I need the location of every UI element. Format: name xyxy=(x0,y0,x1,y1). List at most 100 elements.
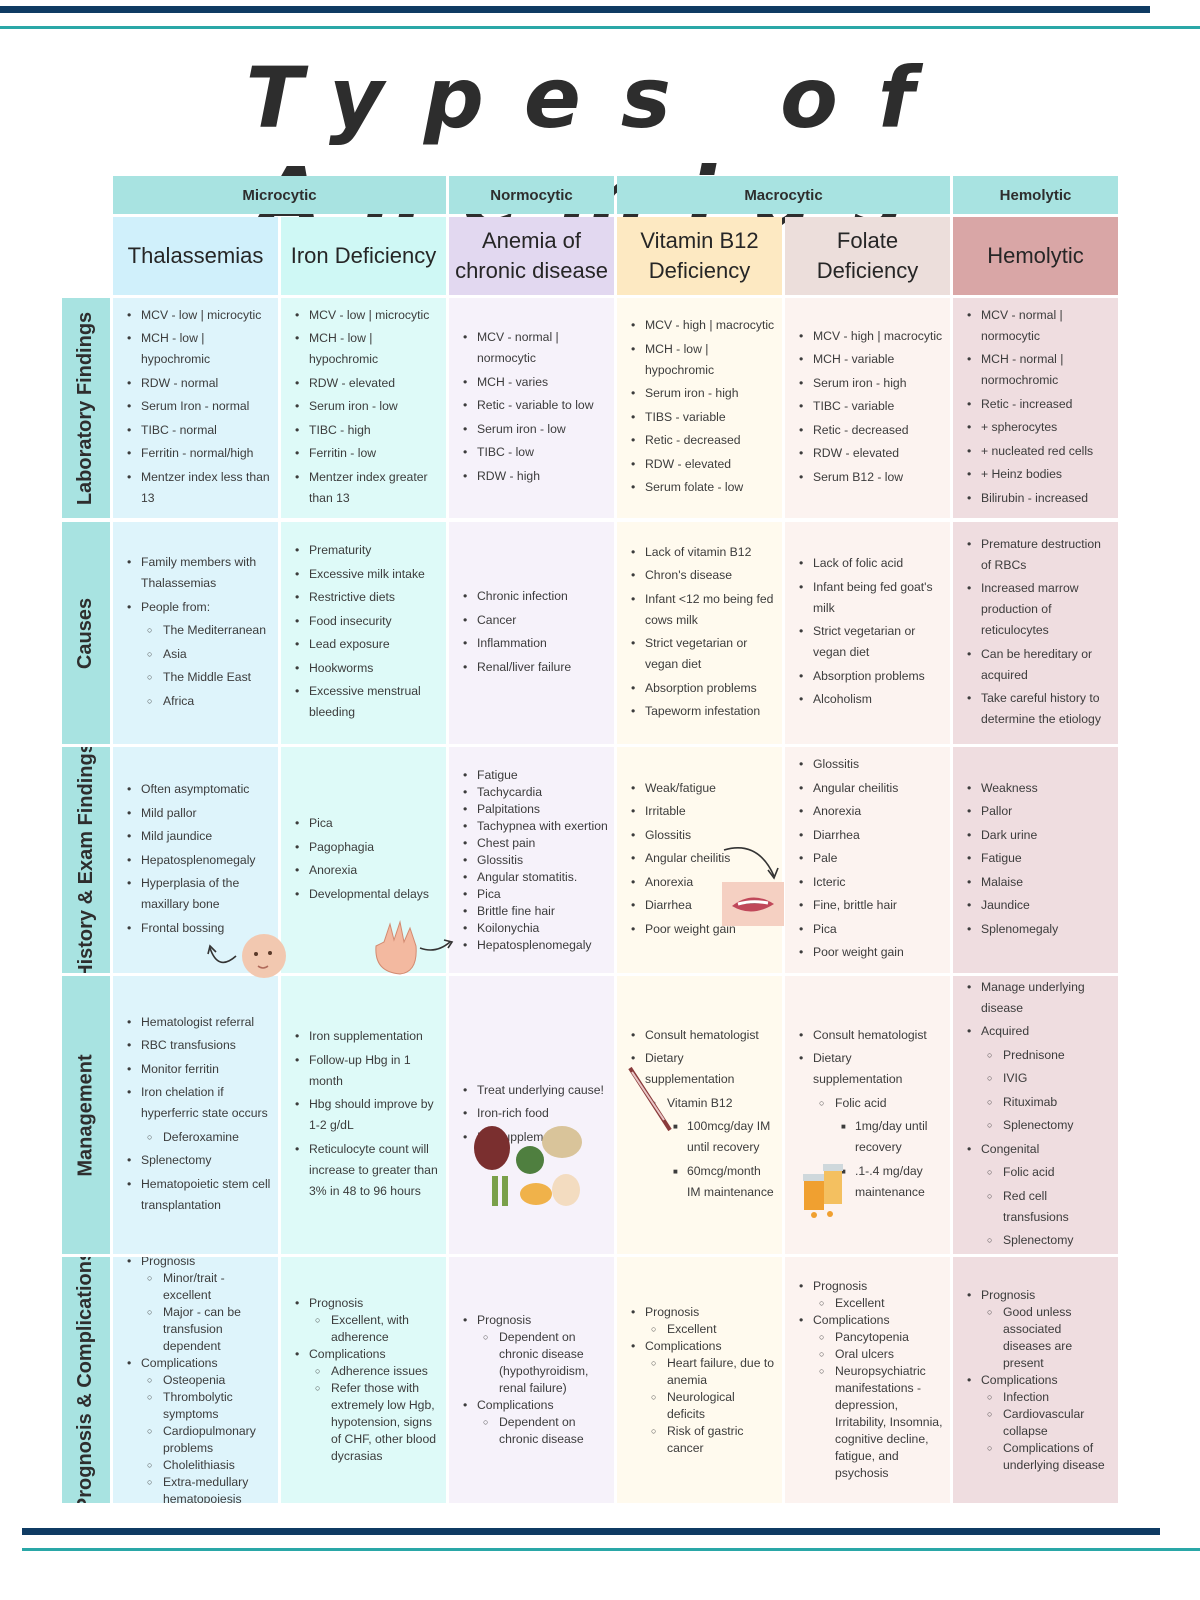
list-item: Icteric xyxy=(795,872,944,893)
list-item: Dependent on chronic disease xyxy=(459,1414,608,1448)
list-item: Prognosis xyxy=(963,1287,1112,1304)
list-item: RDW - elevated xyxy=(291,373,440,394)
cell-causes-hemolytic: Premature destruction of RBCsIncreased m… xyxy=(953,522,1118,744)
list-item: Family members with Thalassemias xyxy=(123,552,272,594)
list-item: Mild jaundice xyxy=(123,826,272,847)
list-item: Developmental delays xyxy=(291,884,440,905)
cell-history-exam-findings-hemolytic: WeaknessPallor Dark urineFatigue MalaiseJa… xyxy=(953,747,1118,973)
bullet-list: Hematologist referralRBC transfusions Mon… xyxy=(123,1012,272,1219)
bullet-list: Glossitis Angular cheilitisAnorexia Diarrh… xyxy=(795,754,944,966)
list-item: TIBS - variable xyxy=(627,407,776,428)
list-item: Tachypnea with exertion xyxy=(459,818,608,835)
list-item: Anorexia xyxy=(291,860,440,881)
list-item: Renal/liver failure xyxy=(459,657,608,678)
list-item: Tachycardia xyxy=(459,784,608,801)
list-item: Hepatosplenomegaly xyxy=(459,937,608,954)
list-item: MCV - high | macrocytic xyxy=(795,326,944,347)
list-item: Angular cheilitis xyxy=(795,778,944,799)
list-item: Irritable xyxy=(627,801,776,822)
list-item: Angular stomatitis. xyxy=(459,869,608,886)
list-item: Lack of folic acid xyxy=(795,553,944,574)
list-item: 1mg/day until recovery xyxy=(795,1116,944,1158)
group-header-hemolytic: Hemolytic xyxy=(953,176,1118,214)
cell-causes-thalassemias: Family members with Thalassemias People f… xyxy=(113,522,278,744)
list-item: Refer those with extremely low Hgb, hypo… xyxy=(291,1380,440,1465)
list-item: RDW - high xyxy=(459,466,608,487)
list-item: Complications xyxy=(627,1338,776,1355)
list-item: Dependent on chronic disease (hypothyroi… xyxy=(459,1329,608,1397)
list-item: Retic - increased xyxy=(963,394,1112,415)
list-item: Prognosis xyxy=(123,1257,272,1270)
syringe-icon xyxy=(628,1066,672,1132)
column-header-iron-deficiency: Iron Deficiency xyxy=(281,217,446,295)
cell-causes-iron-deficiency: Prematurity Excessive milk intakeRestrict… xyxy=(281,522,446,744)
list-item: Extra-medullary hematopoiesis xyxy=(123,1474,272,1504)
cell-causes-folate-deficiency: Lack of folic acid Infant being fed goat'… xyxy=(785,522,950,744)
list-item: Reticulocyte count will increase to grea… xyxy=(291,1139,440,1202)
list-item: Hematopoietic stem cell transplantation xyxy=(123,1174,272,1216)
list-item: MCV - normal | normocytic xyxy=(459,327,608,369)
list-item: Pancytopenia xyxy=(795,1329,944,1346)
list-item: Excellent xyxy=(627,1321,776,1338)
pill-bottles-icon xyxy=(803,1164,843,1218)
list-item: Hepatosplenomegaly xyxy=(123,850,272,871)
row-label-laboratory-findings: Laboratory Findings xyxy=(62,298,110,518)
list-item: IVIG xyxy=(963,1068,1112,1089)
list-item: Excessive milk intake xyxy=(291,564,440,585)
list-item: Minor/trait - excellent xyxy=(123,1270,272,1304)
list-item: Tapeworm infestation xyxy=(627,701,776,722)
list-item: Bilirubin - increased xyxy=(963,488,1112,509)
list-item: Glossitis xyxy=(795,754,944,775)
bullet-list: PrognosisExcellent, with adherenceCompli… xyxy=(291,1295,440,1465)
bullet-list: MCV - normal | normocytic MCH - variesRet… xyxy=(459,327,608,489)
list-item: RBC transfusions xyxy=(123,1035,272,1056)
list-item: Prednisone xyxy=(963,1045,1112,1066)
list-item: Ferritin - normal/high xyxy=(123,443,272,464)
cell-laboratory-findings-vitamin-b12-deficiency: MCV - high | macrocytic MCH - low | hypoc… xyxy=(617,298,782,518)
top-navy-bar xyxy=(0,6,1150,13)
list-item: Treat underlying cause! xyxy=(459,1080,608,1101)
list-item: Absorption problems xyxy=(627,678,776,699)
list-item: Inflammation xyxy=(459,633,608,654)
bullet-list: Pica PagophagiaAnorexia Developmental dela… xyxy=(291,813,440,907)
list-item: Mild pallor xyxy=(123,803,272,824)
list-item: Strict vegetarian or vegan diet xyxy=(627,633,776,675)
list-item: Jaundice xyxy=(963,895,1112,916)
cell-prognosis-complications-folate-deficiency: PrognosisExcellentComplicationsPancytope… xyxy=(785,1257,950,1503)
cell-prognosis-complications-hemolytic: PrognosisGood unless associated diseases… xyxy=(953,1257,1118,1503)
list-item: MCH - low | hypochromic xyxy=(291,328,440,370)
list-item: Mentzer index less than 13 xyxy=(123,467,272,509)
list-item: Complications xyxy=(123,1355,272,1372)
bullet-list: Family members with Thalassemias People f… xyxy=(123,552,272,714)
bullet-list: Manage underlying diseaseAcquired Prednis… xyxy=(963,977,1112,1254)
list-item: Angular cheilitis xyxy=(627,848,776,869)
bullet-list: Chronic infection CancerInflammation Renal… xyxy=(459,586,608,680)
bullet-list: PrognosisDependent on chronic disease (h… xyxy=(459,1312,608,1448)
list-item: Dark urine xyxy=(963,825,1112,846)
cell-management-iron-deficiency: Iron supplementation Follow-up Hbg in 1 m… xyxy=(281,976,446,1254)
list-item: Hyperplasia of the maxillary bone xyxy=(123,873,272,915)
row-label-text: Management xyxy=(74,1053,97,1177)
list-item: Complications xyxy=(459,1397,608,1414)
list-item: Pale xyxy=(795,848,944,869)
list-item: Consult hematologist xyxy=(795,1025,944,1046)
list-item: Pica xyxy=(795,919,944,940)
list-item: Serum iron - high xyxy=(627,383,776,404)
list-item: Serum B12 - low xyxy=(795,467,944,488)
list-item: MCV - normal | normocytic xyxy=(963,305,1112,347)
list-item: Weakness xyxy=(963,778,1112,799)
bullet-list: MCV - normal | normocyticMCH - normal | … xyxy=(963,305,1112,512)
hand-icon xyxy=(375,920,454,975)
list-item: Ferritin - low xyxy=(291,443,440,464)
list-item: Lack of vitamin B12 xyxy=(627,542,776,563)
list-item: Chronic infection xyxy=(459,586,608,607)
cell-history-exam-findings-thalassemias: Often asymptomatic Mild pallorMild jaundi… xyxy=(113,747,278,973)
bullet-list: WeaknessPallor Dark urineFatigue MalaiseJa… xyxy=(963,778,1112,943)
cell-history-exam-findings-iron-deficiency: Pica PagophagiaAnorexia Developmental dela… xyxy=(281,747,446,973)
list-item: Cardiopulmonary problems xyxy=(123,1423,272,1457)
list-item: Anorexia xyxy=(627,872,776,893)
list-item: Malaise xyxy=(963,872,1112,893)
list-item: Fine, brittle hair xyxy=(795,895,944,916)
list-item: TIBC - high xyxy=(291,420,440,441)
cell-laboratory-findings-thalassemias: MCV - low | microcyticMCH - low | hypoch… xyxy=(113,298,278,518)
